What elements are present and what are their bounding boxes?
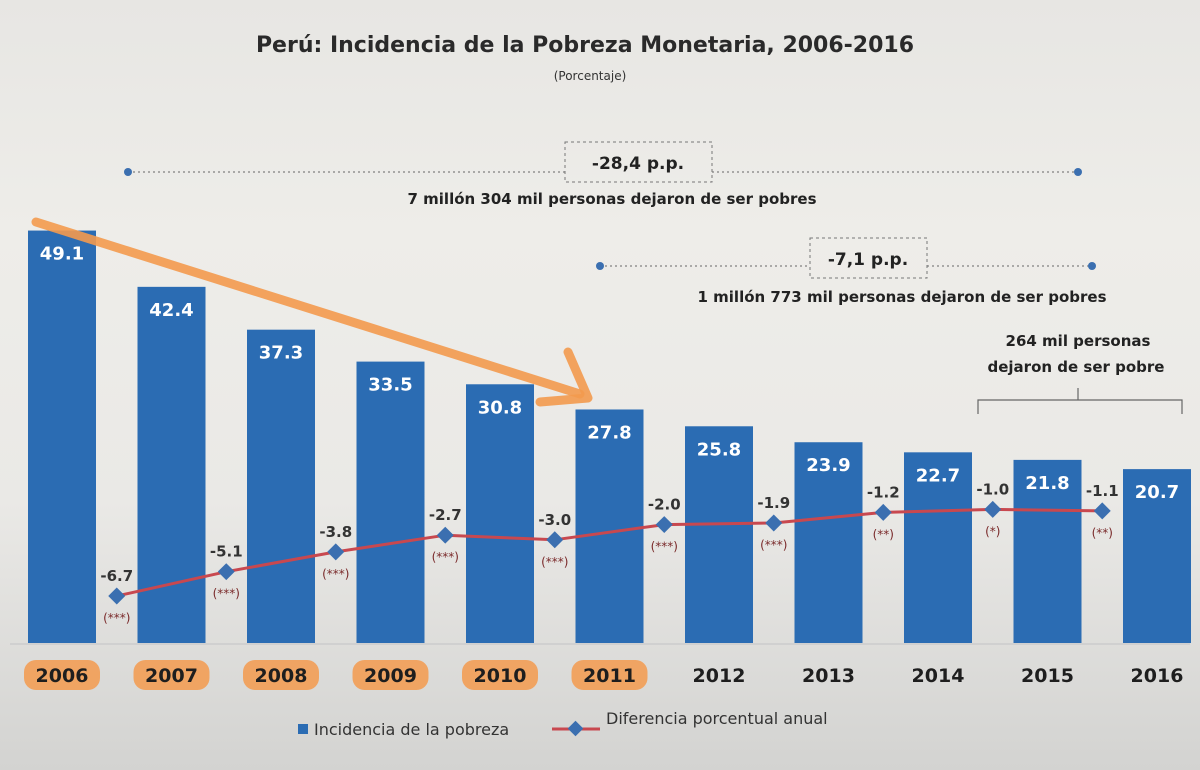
diff-sig-2010: (***) <box>432 550 459 564</box>
bar-label-2013: 23.9 <box>806 455 850 476</box>
annot1-dot-right <box>1074 168 1082 176</box>
bar-2012 <box>685 426 753 643</box>
bar-2015 <box>1013 459 1082 643</box>
bar-2016 <box>1123 469 1191 643</box>
diff-marker-2009 <box>327 543 345 561</box>
diff-label-2007: -6.7 <box>100 567 133 585</box>
diff-marker-2012 <box>655 516 673 534</box>
diff-sig-2014: (**) <box>873 527 894 541</box>
bar-2011 <box>575 409 644 643</box>
annot3-line1: 264 mil personas <box>1006 332 1151 350</box>
bar-2014 <box>904 452 972 643</box>
chart-subtitle: (Porcentaje) <box>554 69 627 83</box>
chart-title: Perú: Incidencia de la Pobreza Monetaria… <box>256 33 914 58</box>
bar-label-2015: 21.8 <box>1025 473 1069 494</box>
bar-2008 <box>247 329 315 643</box>
bar-2013 <box>794 442 863 643</box>
diff-marker-2015 <box>984 500 1002 518</box>
x-tick-2011: 2011 <box>583 665 636 687</box>
annot3-bracket <box>977 388 1183 414</box>
hand-drawn-arrow-head <box>535 347 593 407</box>
diff-label-2013: -1.9 <box>757 494 790 512</box>
hand-drawn-arrow-shaft <box>31 217 585 399</box>
diff-label-2008: -5.1 <box>210 543 243 561</box>
diff-label-2016: -1.1 <box>1086 482 1119 500</box>
bar-label-2014: 22.7 <box>916 465 960 486</box>
legend: Incidencia de la pobreza Diferencia porce… <box>298 709 828 739</box>
annot1-box-text: -28,4 p.p. <box>592 154 684 174</box>
legend-bar-label: Incidencia de la pobreza <box>314 720 509 739</box>
x-tick-2007: 2007 <box>145 665 198 687</box>
year-highlight-2007 <box>133 660 210 690</box>
legend-line-label: Diferencia porcentual anual <box>606 709 828 728</box>
bar-label-2008: 37.3 <box>259 343 303 364</box>
diff-sig-2016: (**) <box>1092 526 1113 540</box>
plot-area: 49.1 42.4 37.3 33.5 30.8 27.8 25.8 23.9 22.7 21.8… <box>10 141 1191 739</box>
annot2-text: 1 millón 773 mil personas dejaron de ser… <box>698 288 1107 306</box>
legend-line-marker <box>567 720 584 737</box>
diff-label-2010: -2.7 <box>429 506 462 524</box>
annot1-text: 7 millón 304 mil personas dejaron de ser… <box>408 190 817 208</box>
x-tick-2015: 2015 <box>1021 665 1074 687</box>
bar-2006 <box>28 230 96 643</box>
x-tick-2012: 2012 <box>693 665 746 687</box>
diff-marker-2010 <box>436 526 454 544</box>
bar-label-2012: 25.8 <box>697 439 741 460</box>
year-highlight-2006 <box>24 660 100 690</box>
bar-2010 <box>466 384 534 643</box>
x-tick-2009: 2009 <box>364 665 417 687</box>
year-highlight-2009 <box>352 660 429 690</box>
bar-2009 <box>356 361 425 643</box>
bar-label-2011: 27.8 <box>587 422 631 443</box>
diff-sig-2007: (***) <box>103 611 130 625</box>
annot2-dot-left <box>596 262 604 270</box>
bar-label-2016: 20.7 <box>1135 482 1179 503</box>
year-highlight-2008 <box>243 660 319 690</box>
diff-label-2014: -1.2 <box>867 483 900 501</box>
diff-marker-2013 <box>765 514 783 532</box>
x-tick-2010: 2010 <box>474 665 527 687</box>
annot2-box-text: -7,1 p.p. <box>828 250 908 270</box>
year-highlight-2011 <box>571 660 648 690</box>
diff-sig-2009: (***) <box>322 567 349 581</box>
diff-label-2011: -3.0 <box>538 511 571 529</box>
diff-sig-2008: (***) <box>213 587 240 601</box>
diff-marker-2016 <box>1093 502 1111 520</box>
diff-marker-2008 <box>217 563 235 581</box>
diff-label-2015: -1.0 <box>976 480 1009 498</box>
diff-sig-2015: (*) <box>985 524 1000 538</box>
year-highlight-2010 <box>462 660 538 690</box>
x-tick-2008: 2008 <box>255 665 308 687</box>
diff-sig-2012: (***) <box>651 540 678 554</box>
x-tick-2013: 2013 <box>802 665 855 687</box>
diff-label-2009: -3.8 <box>319 523 352 541</box>
bar-label-2006: 49.1 <box>40 244 84 265</box>
baseline <box>10 643 1190 645</box>
bar-label-2007: 42.4 <box>149 300 193 321</box>
legend-bar-swatch <box>298 724 308 734</box>
annot2-box <box>809 237 928 279</box>
bar-label-2010: 30.8 <box>478 397 522 418</box>
x-tick-2016: 2016 <box>1131 665 1184 687</box>
bar-label-2009: 33.5 <box>368 375 412 396</box>
annot1-box <box>564 141 713 183</box>
diff-label-2012: -2.0 <box>648 496 681 514</box>
diff-sig-2011: (***) <box>541 555 568 569</box>
diff-sig-2013: (***) <box>760 538 787 552</box>
annot3-line2: dejaron de ser pobre <box>988 358 1165 376</box>
annot2-dot-right <box>1088 262 1096 270</box>
annot1-dot-left <box>124 168 132 176</box>
x-tick-2014: 2014 <box>912 665 965 687</box>
diff-marker-2014 <box>874 503 892 521</box>
x-tick-2006: 2006 <box>36 665 89 687</box>
diff-marker-2007 <box>108 587 126 605</box>
diff-line <box>116 507 1103 598</box>
diff-marker-2011 <box>546 531 564 549</box>
